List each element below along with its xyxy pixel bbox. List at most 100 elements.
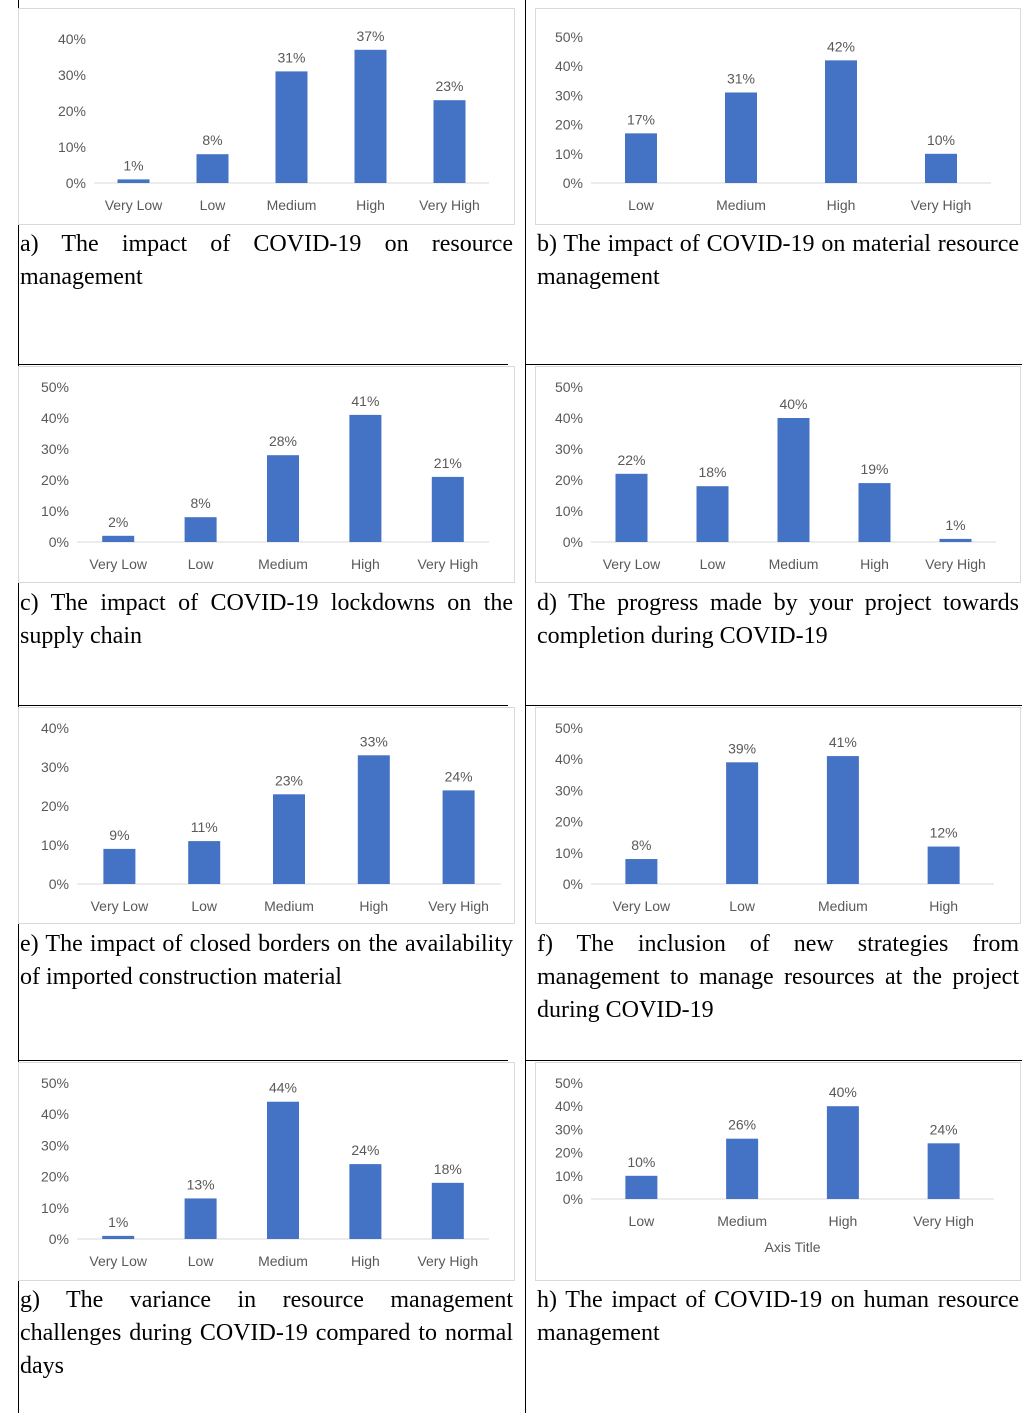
data-label: 24% (351, 1142, 379, 1158)
y-tick-label: 0% (563, 876, 583, 892)
data-label: 33% (360, 733, 388, 749)
y-tick-label: 30% (555, 87, 583, 103)
x-tick-label: Very High (913, 1213, 974, 1229)
data-label: 31% (727, 70, 755, 86)
bar (267, 455, 299, 542)
caption-c: c) The impact of COVID-19 lockdowns on t… (20, 590, 513, 649)
chart-f-svg: 0% 10% 20% 30% 40% 50% 8% Very Low 39% Low 41% Medi… (555, 720, 994, 914)
data-label: 8% (631, 837, 651, 853)
y-tick-label: 20% (41, 1169, 69, 1185)
x-tick-label: Very Low (105, 197, 163, 213)
y-tick-label: 10% (58, 139, 86, 155)
data-label: 41% (351, 393, 379, 409)
x-tick-label: Very Low (89, 556, 147, 572)
chart-f: 0% 10% 20% 30% 40% 50% 8% Very Low 39% Low 41% Medi… (535, 707, 1021, 924)
x-tick-label: Low (188, 556, 215, 572)
y-tick-label: 0% (563, 175, 583, 191)
x-tick-label: High (827, 197, 856, 213)
bar (349, 414, 382, 542)
chart-a-svg: 0% 10% 20% 30% 40% 1% Very Low 8% Low 31% Medium 37… (58, 28, 489, 213)
bar (103, 848, 136, 884)
data-label: 24% (445, 768, 473, 784)
chart-a: 0% 10% 20% 30% 40% 1% Very Low 8% Low 31% Medium 37… (18, 8, 515, 225)
data-label: 44% (269, 1080, 297, 1096)
y-tick-label: 20% (555, 117, 583, 133)
x-tick-label: Very Low (91, 898, 149, 914)
chart-g: 0% 10% 20% 30% 40% 50% 1% Very Low 13% Low 44% Medi… (18, 1062, 515, 1281)
chart-d-svg: 0% 10% 20% 30% 40% 50% 22% Very Low 18% Low 40% Med… (555, 379, 996, 572)
y-tick-label: 10% (41, 837, 69, 853)
chart-b-svg: 0% 10% 20% 30% 40% 50% 17% Low 31% Medium 42% High 1… (555, 29, 991, 213)
bar (117, 179, 150, 183)
chart-h-svg: 0% 10% 20% 30% 40% 50% 10% Low 26% Medium 40% High 2… (555, 1075, 994, 1255)
bar (102, 535, 135, 542)
data-label: 18% (434, 1161, 462, 1177)
row-divider-2 (18, 705, 508, 706)
y-tick-label: 30% (58, 67, 86, 83)
x-tick-label: Medium (818, 898, 868, 914)
x-tick-label: Medium (267, 197, 317, 213)
x-tick-label: Low (700, 556, 727, 572)
data-label: 18% (698, 464, 726, 480)
chart-b: 0% 10% 20% 30% 40% 50% 17% Low 31% Medium 42% High 1… (535, 8, 1021, 225)
y-tick-label: 50% (555, 720, 583, 736)
x-tick-label: Very High (417, 556, 478, 572)
chart-h: 0% 10% 20% 30% 40% 50% 10% Low 26% Medium 40% High 2… (535, 1062, 1021, 1281)
x-tick-label: Very High (417, 1253, 478, 1269)
bar (349, 1164, 382, 1239)
bar (939, 538, 972, 542)
y-tick-label: 0% (563, 1191, 583, 1207)
bar (826, 1106, 859, 1199)
bar (431, 476, 464, 542)
x-tick-label: High (828, 1213, 857, 1229)
y-tick-label: 0% (563, 534, 583, 550)
y-tick-label: 40% (41, 410, 69, 426)
y-tick-label: 0% (66, 175, 86, 191)
bar (442, 790, 475, 884)
bar (354, 49, 387, 183)
x-tick-label: Very Low (89, 1253, 147, 1269)
caption-b: b) The impact of COVID-19 on material re… (537, 231, 1019, 290)
y-tick-label: 40% (555, 410, 583, 426)
bar (826, 756, 859, 884)
y-tick-label: 20% (555, 472, 583, 488)
x-tick-label: Low (200, 197, 227, 213)
y-tick-label: 0% (49, 1231, 69, 1247)
data-label: 31% (277, 49, 305, 65)
chart-c: 0% 10% 20% 30% 40% 50% 2% Very Low 8% Low 28% Mediu… (18, 366, 515, 583)
caption-a: a) The impact of COVID-19 on resource ma… (20, 231, 513, 290)
data-label: 9% (109, 827, 129, 843)
x-tick-label: High (356, 197, 385, 213)
data-label: 41% (829, 734, 857, 750)
bar (777, 418, 810, 542)
x-tick-label: Low (629, 1213, 656, 1229)
x-tick-label: High (860, 556, 889, 572)
y-tick-label: 40% (41, 720, 69, 736)
row-divider-1-right (525, 364, 1022, 365)
y-tick-label: 10% (41, 503, 69, 519)
x-tick-label: Very High (911, 197, 972, 213)
bar (184, 517, 217, 542)
bar (625, 1175, 658, 1199)
data-label: 1% (945, 517, 965, 533)
y-tick-label: 10% (555, 1168, 583, 1184)
x-tick-label: High (359, 898, 388, 914)
data-label: 17% (627, 111, 655, 127)
bar (725, 92, 757, 183)
y-tick-label: 40% (555, 1098, 583, 1114)
bar (625, 133, 657, 183)
data-label: 12% (930, 825, 958, 841)
data-label: 23% (435, 78, 463, 94)
x-tick-label: Very High (925, 556, 986, 572)
data-label: 10% (627, 1154, 655, 1170)
caption-f: f) The inclusion of new strategies from … (537, 931, 1019, 1023)
table-border-left (18, 0, 19, 1413)
chart-g-svg: 0% 10% 20% 30% 40% 50% 1% Very Low 13% Low 44% Medi… (41, 1075, 489, 1269)
data-label: 8% (190, 495, 210, 511)
y-tick-label: 20% (555, 1145, 583, 1161)
data-label: 40% (829, 1084, 857, 1100)
y-tick-label: 50% (555, 379, 583, 395)
data-label: 39% (728, 740, 756, 756)
bar (726, 1138, 759, 1199)
